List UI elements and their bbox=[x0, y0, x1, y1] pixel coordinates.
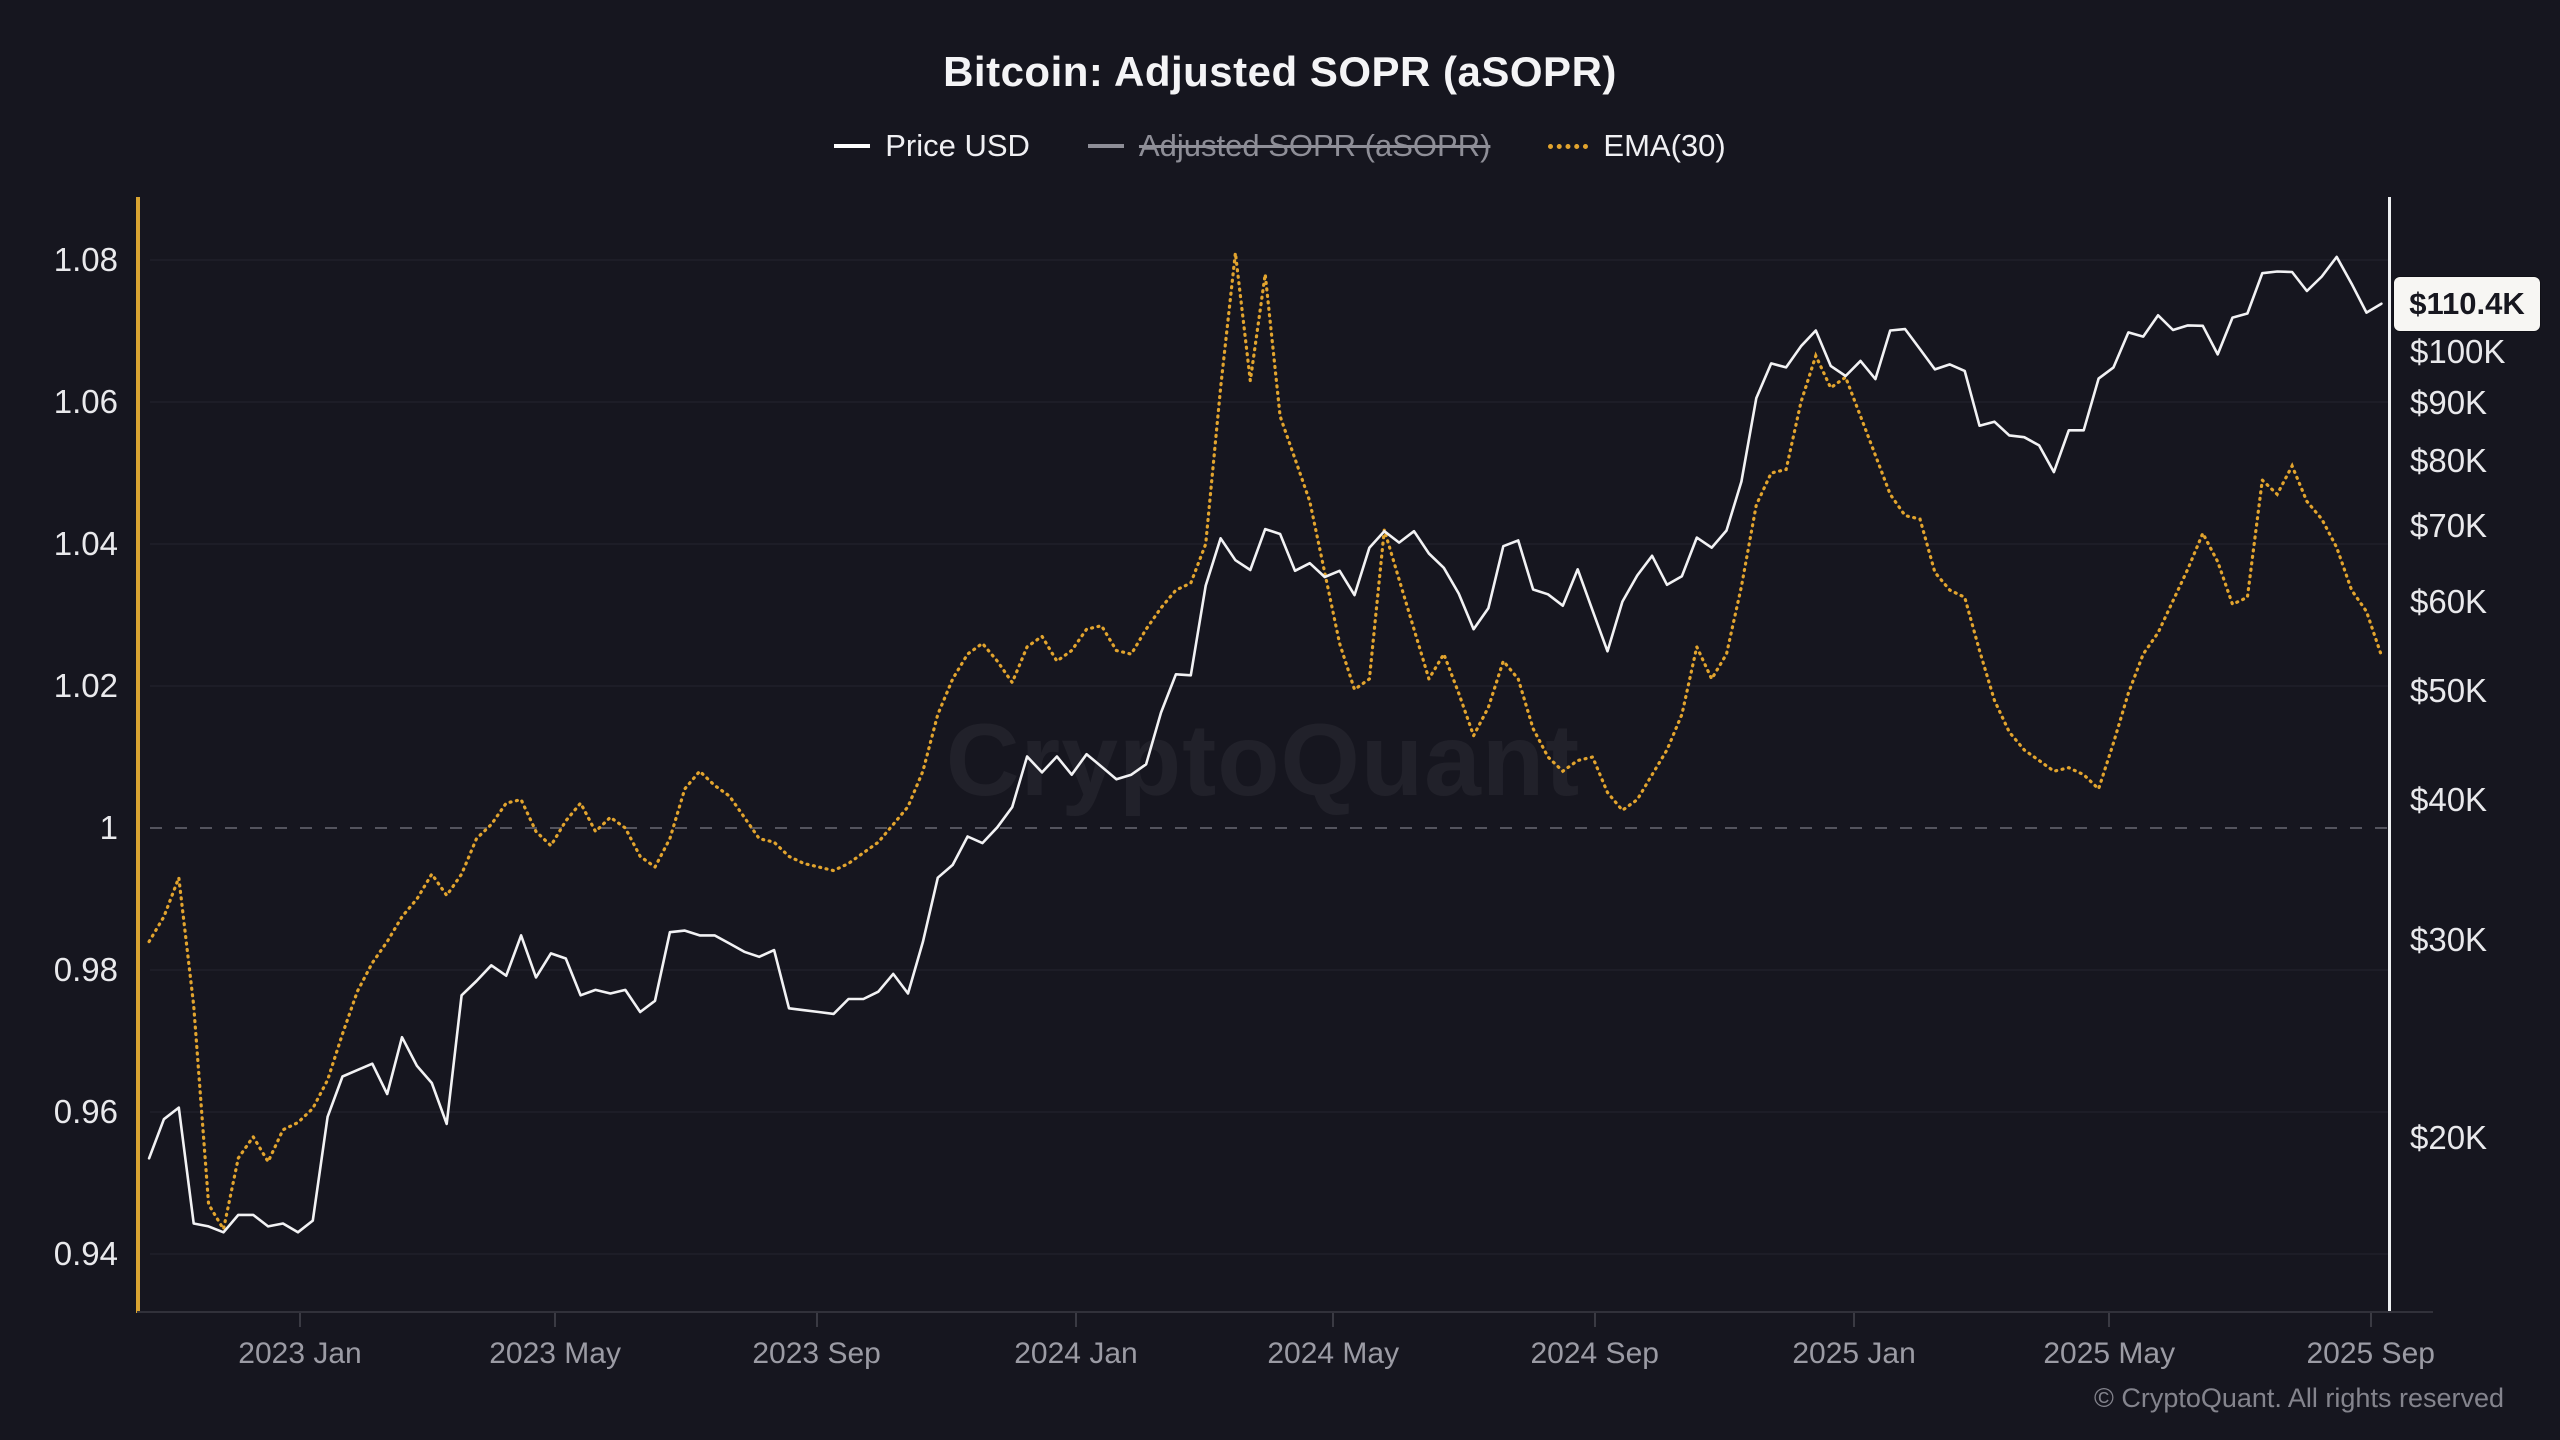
gridline bbox=[150, 1253, 2388, 1255]
left-axis-tick-label: 1.08 bbox=[53, 241, 118, 278]
x-axis-tick-label: 2024 Sep bbox=[1530, 1337, 1659, 1370]
x-axis-tick-label: 2024 Jan bbox=[1014, 1337, 1138, 1370]
x-axis-tick-mark bbox=[1853, 1313, 1856, 1327]
x-axis-tick-label: 2024 May bbox=[1267, 1337, 1400, 1370]
ema30-series-line bbox=[147, 252, 2383, 1234]
chart-title: Bitcoin: Adjusted SOPR (aSOPR) bbox=[943, 48, 1617, 95]
legend-item-price-usd[interactable]: Price USD bbox=[834, 128, 1030, 164]
ema30-dots-swatch-icon bbox=[1548, 143, 1589, 149]
x-axis-tick-mark bbox=[299, 1313, 301, 1327]
left-axis-spine bbox=[136, 197, 140, 1313]
x-axis-line bbox=[137, 1311, 2433, 1313]
gridline bbox=[150, 401, 2388, 403]
x-axis-tick-mark bbox=[1332, 1313, 1335, 1327]
last-price-badge: $110.4K bbox=[2394, 276, 2540, 331]
price-line-swatch-icon bbox=[834, 144, 871, 148]
right-axis-tick-label: $20K bbox=[2410, 1119, 2488, 1157]
left-axis-tick-label: 0.94 bbox=[53, 1235, 118, 1272]
left-axis-tick-label: 1.06 bbox=[53, 383, 118, 420]
x-axis-tick-mark bbox=[2369, 1313, 2372, 1327]
gridline bbox=[150, 969, 2388, 971]
gridline bbox=[150, 685, 2388, 687]
x-axis-tick-label: 2023 May bbox=[489, 1337, 621, 1370]
gridline bbox=[150, 259, 2388, 261]
right-axis-tick-label: $100K bbox=[2410, 333, 2506, 370]
legend-item-adjusted-sopr[interactable]: Adjusted SOPR (aSOPR) bbox=[1087, 128, 1491, 164]
left-axis-tick-label: 1 bbox=[99, 809, 118, 846]
legend: Price USD Adjusted SOPR (aSOPR) EMA(30) bbox=[0, 128, 2560, 164]
baseline-gridline bbox=[150, 827, 2388, 829]
price-series-line bbox=[147, 255, 2383, 1234]
left-axis-tick-label: 0.98 bbox=[53, 951, 118, 988]
legend-label-adjusted-sopr: Adjusted SOPR (aSOPR) bbox=[1138, 128, 1491, 163]
legend-item-ema30[interactable]: EMA(30) bbox=[1548, 128, 1726, 164]
right-axis-tick-label: $50K bbox=[2410, 671, 2488, 709]
x-axis-tick-mark bbox=[554, 1313, 557, 1327]
right-axis-tick-label: $30K bbox=[2410, 921, 2488, 959]
right-axis-spine bbox=[2388, 197, 2391, 1313]
x-axis-tick-mark bbox=[1074, 1313, 1077, 1327]
x-axis-tick-mark bbox=[2108, 1313, 2111, 1327]
left-axis-tick-label: 1.04 bbox=[53, 525, 118, 562]
left-axis-tick-label: 0.96 bbox=[53, 1093, 118, 1130]
x-axis-tick-mark bbox=[815, 1313, 818, 1327]
asopr-line-swatch-icon bbox=[1087, 144, 1124, 148]
last-price-badge-label: $110.4K bbox=[2409, 285, 2525, 321]
left-axis-tick-label: 1.02 bbox=[53, 667, 118, 704]
right-axis-tick-label: $80K bbox=[2410, 442, 2488, 480]
right-axis-tick-label: $40K bbox=[2410, 780, 2488, 818]
right-axis-tick-label: $90K bbox=[2410, 384, 2488, 422]
gridline bbox=[150, 543, 2388, 545]
x-axis-tick-mark bbox=[1593, 1313, 1596, 1327]
legend-label-ema30: EMA(30) bbox=[1603, 128, 1726, 163]
x-axis-tick-label: 2023 Sep bbox=[752, 1337, 881, 1370]
right-axis-tick-label: $70K bbox=[2410, 507, 2488, 545]
right-axis-tick-label: $60K bbox=[2410, 582, 2488, 620]
copyright-text: © CryptoQuant. All rights reserved bbox=[2093, 1383, 2504, 1413]
legend-label-price-usd: Price USD bbox=[885, 128, 1030, 163]
x-axis-tick-label: 2025 Jan bbox=[1792, 1337, 1916, 1370]
x-axis-tick-label: 2023 Jan bbox=[238, 1337, 362, 1370]
x-axis-tick-label: 2025 Sep bbox=[2306, 1337, 2435, 1370]
x-axis-tick-label: 2025 May bbox=[2043, 1337, 2176, 1370]
gridline bbox=[150, 1111, 2388, 1113]
